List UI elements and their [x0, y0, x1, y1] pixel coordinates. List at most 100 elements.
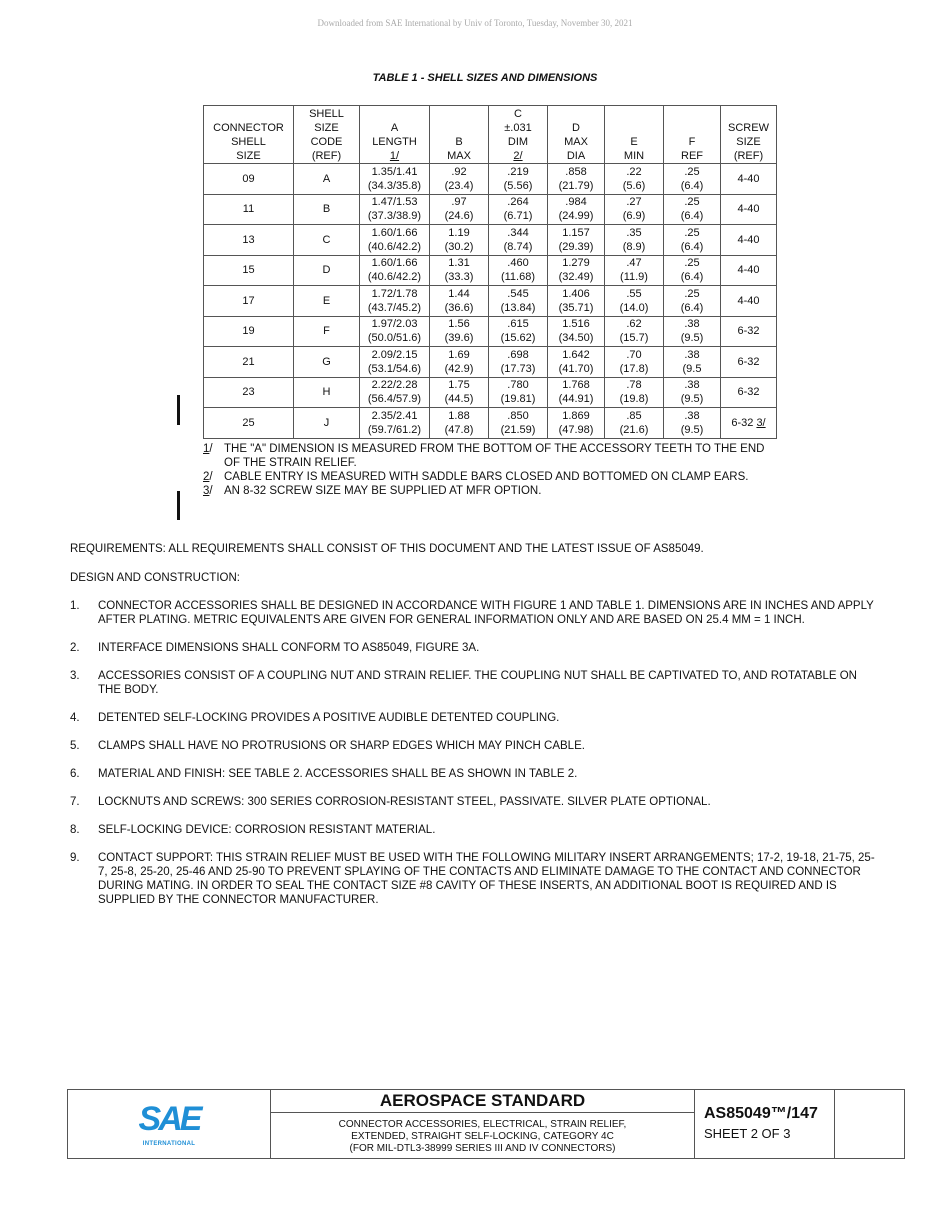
- table-cell: .85 (21.6): [604, 407, 664, 439]
- cell-value: F: [323, 325, 330, 338]
- item-text: DETENTED SELF-LOCKING PROVIDES A POSITIV…: [98, 712, 560, 724]
- cell-value: (6.71): [503, 210, 533, 223]
- table-cell: .38 (9.5: [663, 346, 721, 378]
- table-cell: H: [293, 376, 360, 408]
- cell-value: (17.8): [619, 362, 649, 375]
- cell-value: (43.7/45.2): [367, 301, 422, 314]
- cell-value: (6.4): [680, 301, 704, 314]
- cell-value: .38: [684, 409, 700, 422]
- table-cell: .78 (19.8): [604, 376, 664, 408]
- item-text: CLAMPS SHALL HAVE NO PROTRUSIONS OR SHAR…: [98, 740, 585, 752]
- cell-value: .460: [507, 257, 529, 270]
- cell-value: .850: [507, 409, 529, 422]
- cell-value: .27: [626, 196, 642, 209]
- item-text: SELF-LOCKING DEVICE: CORROSION RESISTANT…: [98, 824, 436, 836]
- table-cell: 1.869 (47.98): [547, 407, 605, 439]
- cell-value: .55: [626, 287, 642, 300]
- table-cell: .38 (9.5): [663, 407, 721, 439]
- cell-value: (11.68): [500, 271, 536, 284]
- cell-value: (30.2): [444, 240, 474, 253]
- design-item: 9. CONTACT SUPPORT: THIS STRAIN RELIEF MU…: [70, 851, 880, 907]
- table-cell: 1.279 (32.49): [547, 254, 605, 286]
- table-cell: 1.35/1.41 (34.3/35.8): [359, 163, 430, 195]
- cell-value: (9.5): [680, 332, 704, 345]
- header-line: SHELL: [309, 108, 344, 120]
- cell-value: (24.6): [444, 210, 474, 223]
- table-cell: 17: [203, 285, 294, 317]
- table-cell: 4-40: [720, 163, 777, 195]
- design-item: 5. CLAMPS SHALL HAVE NO PROTRUSIONS OR SH…: [70, 739, 880, 753]
- cell-value: (29.39): [558, 240, 594, 253]
- cell-value: (44.91): [558, 393, 594, 406]
- table-cell: A: [293, 163, 360, 195]
- cell-value: (42.9): [444, 362, 474, 375]
- table-cell: .264 (6.71): [488, 193, 548, 225]
- table-cell: .25 (6.4): [663, 163, 721, 195]
- design-item: 8. SELF-LOCKING DEVICE: CORROSION RESISTA…: [70, 823, 880, 837]
- cell-value: 6-32 3/: [721, 416, 776, 430]
- sae-logo-sub: INTERNATIONAL: [142, 1140, 196, 1147]
- item-number: 2.: [70, 642, 80, 654]
- table-cell: F: [293, 315, 360, 347]
- cell-value: 1.157: [562, 226, 590, 239]
- table-cell: 6-32: [720, 376, 777, 408]
- item-number: 8.: [70, 824, 80, 836]
- cell-value: (21.59): [500, 423, 536, 436]
- cell-value: 13: [242, 233, 255, 246]
- design-item: 7. LOCKNUTS AND SCREWS: 300 SERIES CORROS…: [70, 795, 880, 809]
- table-cell: .22 (5.6): [604, 163, 664, 195]
- header-line: D: [572, 122, 580, 134]
- cell-value: (23.4): [444, 179, 474, 192]
- header-line: ±.031: [504, 122, 532, 134]
- design-item: 3. ACCESSORIES CONSIST OF A COUPLING NUT …: [70, 669, 880, 697]
- column-header: SHELL SIZE CODE (REF): [293, 105, 360, 164]
- table-cell: 1.642 (41.70): [547, 346, 605, 378]
- cell-value: .35: [626, 226, 642, 239]
- cell-value: 1.97/2.03: [371, 318, 418, 331]
- table-row: 21 G 2.09/2.15 (53.1/54.6) 1.69 (42.9) .698 (17…: [203, 346, 777, 378]
- cell-value: (6.4): [680, 240, 704, 253]
- cell-value: (15.62): [500, 332, 536, 345]
- cell-value: .47: [626, 257, 642, 270]
- table-row: 19 F 1.97/2.03 (50.0/51.6) 1.56 (39.6) .615 (15…: [203, 315, 777, 347]
- cell-value: 4-40: [737, 264, 760, 277]
- cell-value: .219: [507, 165, 529, 178]
- header-line: (REF): [311, 150, 342, 162]
- table-cell: 4-40: [720, 285, 777, 317]
- cell-value: 1.60/1.66: [371, 257, 418, 270]
- table-cell: .984 (24.99): [547, 193, 605, 225]
- cell-value: (6.4): [680, 179, 704, 192]
- header-line: DIA: [566, 150, 586, 162]
- header-line: MIN: [623, 150, 645, 162]
- sae-logo: SAE INTERNATIONAL: [68, 1090, 271, 1158]
- table-cell: .858 (21.79): [547, 163, 605, 195]
- cell-value: (5.6): [622, 179, 646, 192]
- table-cell: .38 (9.5): [663, 376, 721, 408]
- table-cell: 1.516 (34.50): [547, 315, 605, 347]
- cell-value: (14.0): [619, 301, 649, 314]
- cell-value: (56.4/57.9): [367, 393, 422, 406]
- cell-value: (37.3/38.9): [367, 210, 422, 223]
- cell-value: 11: [242, 203, 255, 216]
- note-item: 2/CABLE ENTRY IS MEASURED WITH SADDLE BA…: [203, 470, 783, 484]
- table-cell: B: [293, 193, 360, 225]
- header-line: LENGTH: [372, 136, 417, 148]
- cell-value: D: [322, 264, 331, 277]
- column-header: B MAX: [429, 105, 489, 164]
- header-line: SHELL: [231, 136, 266, 148]
- table-cell: J: [293, 407, 360, 439]
- table-cell: 11: [203, 193, 294, 225]
- header-line: C: [514, 108, 522, 120]
- cell-value: 21: [242, 355, 255, 368]
- cell-value: 23: [242, 386, 255, 399]
- cell-text: 6-32: [731, 416, 757, 429]
- cell-value: C: [322, 233, 331, 246]
- table-cell: 15: [203, 254, 294, 286]
- cell-value: (39.6): [444, 332, 474, 345]
- table-row: 13 C 1.60/1.66 (40.6/42.2) 1.19 (30.2) .344 (8.…: [203, 224, 777, 256]
- column-header: E MIN: [604, 105, 664, 164]
- item-number: 6.: [70, 768, 80, 780]
- cell-value: 6-32: [737, 355, 760, 368]
- cell-value: (47.8): [444, 423, 474, 436]
- column-header: SCREW SIZE (REF): [720, 105, 777, 164]
